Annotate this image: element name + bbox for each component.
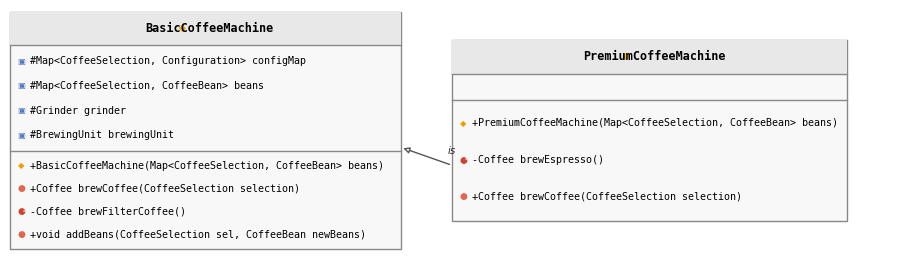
Text: ●: ● <box>17 230 25 239</box>
Bar <box>10 12 401 45</box>
Text: is: is <box>448 146 456 156</box>
Text: -Coffee brewFilterCoffee(): -Coffee brewFilterCoffee() <box>30 207 185 217</box>
Text: ▣: ▣ <box>17 57 25 66</box>
Text: #BrewingUnit brewingUnit: #BrewingUnit brewingUnit <box>30 130 174 140</box>
Text: a: a <box>464 157 467 161</box>
Text: ▣: ▣ <box>17 81 25 90</box>
Text: ●: ● <box>17 184 25 193</box>
Text: +void addBeans(CoffeeSelection sel, CoffeeBean newBeans): +void addBeans(CoffeeSelection sel, Coff… <box>30 229 365 239</box>
Text: +PremiumCoffeeMachine(Map<CoffeeSelection, CoffeeBean> beans): +PremiumCoffeeMachine(Map<CoffeeSelectio… <box>472 118 838 128</box>
Text: -Coffee brewEspresso(): -Coffee brewEspresso() <box>472 155 604 165</box>
Text: ◆: ◆ <box>460 119 466 128</box>
Text: ▣: ▣ <box>17 131 25 140</box>
Text: ●: ● <box>17 207 25 216</box>
Text: ❖: ❖ <box>621 52 630 62</box>
Text: #Map<CoffeeSelection, CoffeeBean> beans: #Map<CoffeeSelection, CoffeeBean> beans <box>30 81 264 91</box>
Text: ❖: ❖ <box>177 23 185 33</box>
Bar <box>452 40 847 221</box>
Bar <box>452 40 847 74</box>
Text: ▣: ▣ <box>17 106 25 115</box>
Text: #Map<CoffeeSelection, Configuration> configMap: #Map<CoffeeSelection, Configuration> con… <box>30 56 305 66</box>
Text: ●: ● <box>459 156 467 165</box>
Text: PremiumCoffeeMachine: PremiumCoffeeMachine <box>583 50 725 63</box>
Text: +Coffee brewCoffee(CoffeeSelection selection): +Coffee brewCoffee(CoffeeSelection selec… <box>472 192 742 202</box>
Bar <box>10 12 401 249</box>
Text: ●: ● <box>459 192 467 201</box>
Text: BasicCoffeeMachine: BasicCoffeeMachine <box>145 22 274 35</box>
Text: +Coffee brewCoffee(CoffeeSelection selection): +Coffee brewCoffee(CoffeeSelection selec… <box>30 184 300 194</box>
Text: #Grinder grinder: #Grinder grinder <box>30 105 125 116</box>
Text: a: a <box>23 209 25 213</box>
Text: ◆: ◆ <box>18 162 25 170</box>
Text: +BasicCoffeeMachine(Map<CoffeeSelection, CoffeeBean> beans): +BasicCoffeeMachine(Map<CoffeeSelection,… <box>30 161 384 171</box>
